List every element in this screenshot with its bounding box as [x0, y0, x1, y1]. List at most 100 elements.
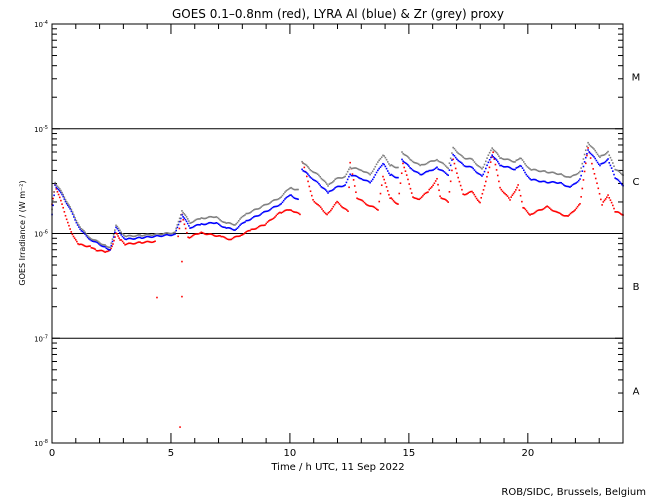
data-point: [367, 204, 370, 207]
data-point: [96, 240, 99, 242]
data-point: [209, 221, 211, 224]
data-point: [302, 162, 305, 165]
data-point: [259, 225, 261, 227]
data-point: [229, 238, 231, 241]
data-point: [131, 238, 134, 240]
data-point: [587, 141, 589, 144]
data-point: [240, 234, 243, 236]
data-point: [443, 198, 446, 201]
data-point: [191, 221, 194, 224]
data-point: [378, 200, 381, 203]
data-point: [145, 233, 148, 236]
data-point: [607, 150, 609, 153]
data-point: [148, 240, 150, 243]
data-point: [93, 240, 95, 243]
data-point: [262, 224, 265, 227]
data-point: [453, 147, 456, 150]
data-point: [377, 169, 379, 172]
data-point: [239, 218, 241, 220]
data-point: [554, 172, 556, 174]
data-point: [476, 164, 478, 166]
data-point: [577, 171, 580, 174]
data-point: [526, 175, 529, 177]
data-point: [184, 227, 187, 230]
data-point: [93, 239, 95, 241]
data-point: [120, 239, 123, 241]
data-point: [175, 229, 178, 232]
data-point: [332, 205, 335, 208]
data-point: [130, 235, 133, 237]
data-point: [359, 169, 361, 171]
data-point: [474, 170, 477, 173]
series-goes-0-1-0-8nm: [51, 147, 624, 428]
data-point: [506, 195, 509, 197]
data-point: [121, 235, 124, 238]
data-point: [471, 166, 473, 169]
data-point: [62, 195, 64, 198]
data-point: [485, 180, 487, 183]
data-point: [114, 231, 116, 234]
data-point: [338, 177, 340, 179]
data-point: [378, 159, 380, 162]
data-point: [400, 172, 403, 175]
data-point: [207, 222, 210, 224]
data-point: [509, 159, 511, 161]
data-point: [576, 172, 579, 175]
data-point: [541, 180, 544, 183]
data-point: [458, 160, 461, 163]
data-point: [383, 178, 385, 181]
data-point: [182, 215, 184, 218]
data-point: [591, 162, 593, 165]
data-point: [561, 174, 564, 176]
data-point: [67, 204, 69, 207]
data-point: [572, 211, 574, 213]
data-point: [252, 228, 255, 231]
data-point: [315, 172, 318, 175]
data-point: [482, 166, 485, 169]
flare-class-labels: A B C M: [632, 72, 641, 397]
data-point: [524, 171, 526, 174]
data-point: [473, 169, 476, 171]
data-point: [81, 228, 84, 231]
data-point: [566, 176, 569, 178]
data-point: [95, 239, 98, 242]
data-point: [251, 217, 254, 219]
data-point: [556, 173, 559, 176]
data-point: [386, 161, 389, 163]
data-point: [562, 184, 565, 186]
data-point: [76, 224, 79, 226]
data-point: [103, 244, 105, 246]
data-point: [466, 158, 468, 160]
data-point: [195, 224, 198, 226]
data-point: [275, 214, 278, 217]
data-point: [206, 216, 209, 219]
data-point: [531, 213, 534, 215]
data-point: [415, 197, 418, 200]
data-point: [436, 177, 438, 180]
data-point: [468, 157, 471, 160]
data-point: [265, 222, 268, 225]
data-point: [146, 240, 149, 243]
data-point: [390, 173, 393, 176]
data-point: [485, 167, 487, 170]
data-point: [441, 197, 444, 200]
data-point: [141, 235, 144, 237]
data-point: [572, 183, 575, 185]
data-point: [63, 211, 66, 213]
data-point: [266, 203, 269, 206]
data-point: [374, 165, 377, 168]
data-point: [287, 209, 290, 211]
data-point: [205, 233, 208, 236]
data-point: [177, 220, 180, 223]
data-point: [441, 169, 443, 172]
data-point: [90, 246, 93, 249]
data-point: [618, 171, 621, 173]
data-point: [553, 210, 556, 213]
data-point: [370, 172, 373, 174]
data-point: [174, 231, 176, 233]
data-point: [252, 216, 255, 218]
data-point: [318, 183, 320, 185]
data-point: [112, 243, 114, 245]
data-point: [372, 205, 374, 208]
y-tick-base: 10: [34, 231, 43, 239]
